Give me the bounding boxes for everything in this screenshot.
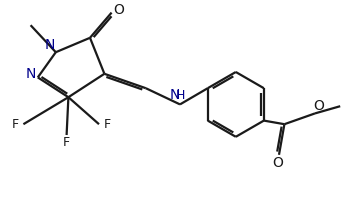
Text: O: O <box>113 3 124 17</box>
Text: O: O <box>272 156 282 170</box>
Text: N: N <box>44 38 54 52</box>
Text: H: H <box>176 89 185 102</box>
Text: F: F <box>103 118 110 131</box>
Text: O: O <box>313 99 324 113</box>
Text: N: N <box>25 67 36 81</box>
Text: F: F <box>63 136 70 149</box>
Text: F: F <box>12 118 19 131</box>
Text: N: N <box>169 88 180 102</box>
